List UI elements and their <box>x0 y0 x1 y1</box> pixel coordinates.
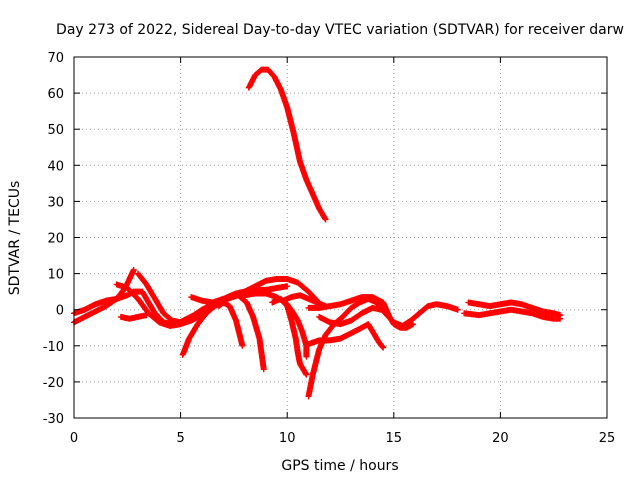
x-tick-label: 5 <box>176 431 184 446</box>
data-points <box>71 66 564 400</box>
x-tick-label: 10 <box>279 431 296 446</box>
y-tick-label: 40 <box>47 159 64 174</box>
x-axis-label: GPS time / hours <box>281 458 398 474</box>
y-tick-label: -30 <box>43 412 64 427</box>
series-arc-m <box>241 290 310 360</box>
y-tick-labels: -30 -20 -10 0 10 20 30 40 50 60 70 <box>43 51 64 427</box>
data-point <box>379 343 386 350</box>
x-tick-label: 25 <box>599 431 616 446</box>
x-tick-labels: 0 5 10 15 20 25 <box>70 431 615 446</box>
data-point <box>239 342 246 349</box>
series-arc-i <box>215 292 267 373</box>
data-point <box>130 266 137 273</box>
series-arc-a <box>71 288 184 328</box>
data-point <box>380 344 387 351</box>
series-arc-s <box>461 306 564 322</box>
data-point <box>454 306 461 313</box>
y-tick-label: 10 <box>47 268 64 283</box>
series-arc-high <box>245 66 329 223</box>
plot-frame <box>73 56 608 419</box>
series-arc-p <box>316 304 385 328</box>
chart-title: Day 273 of 2022, Sidereal Day-to-day VTE… <box>56 22 624 38</box>
data-point <box>322 216 329 223</box>
data-point <box>303 353 310 360</box>
data-point <box>284 283 291 290</box>
data-point <box>260 366 267 373</box>
data-point <box>143 312 150 319</box>
x-tick-label: 15 <box>386 431 403 446</box>
data-point <box>557 315 564 322</box>
y-tick-label: 60 <box>47 87 64 102</box>
x-tick-label: 20 <box>492 431 509 446</box>
axis-ticks <box>73 56 608 419</box>
series-arc-b <box>71 266 137 326</box>
y-tick-label: 0 <box>56 304 64 319</box>
y-tick-label: -20 <box>43 376 64 391</box>
y-tick-label: -10 <box>43 340 64 355</box>
series-arc-r <box>465 299 564 319</box>
data-point <box>409 321 416 328</box>
series-arc-e <box>117 312 150 322</box>
y-tick-label: 20 <box>47 232 64 247</box>
y-axis-label: SDTVAR / TECUs <box>7 181 23 296</box>
series-arc-o <box>305 321 387 351</box>
data-point <box>378 306 385 313</box>
series-arc-j <box>241 276 321 304</box>
y-tick-label: 70 <box>47 51 64 66</box>
series-arc-c <box>113 281 205 329</box>
data-point <box>303 371 310 378</box>
y-tick-label: 30 <box>47 195 64 210</box>
series-arc-q <box>305 294 416 331</box>
x-tick-label: 0 <box>70 431 78 446</box>
y-tick-label: 50 <box>47 123 64 138</box>
grid-lines <box>74 57 607 418</box>
